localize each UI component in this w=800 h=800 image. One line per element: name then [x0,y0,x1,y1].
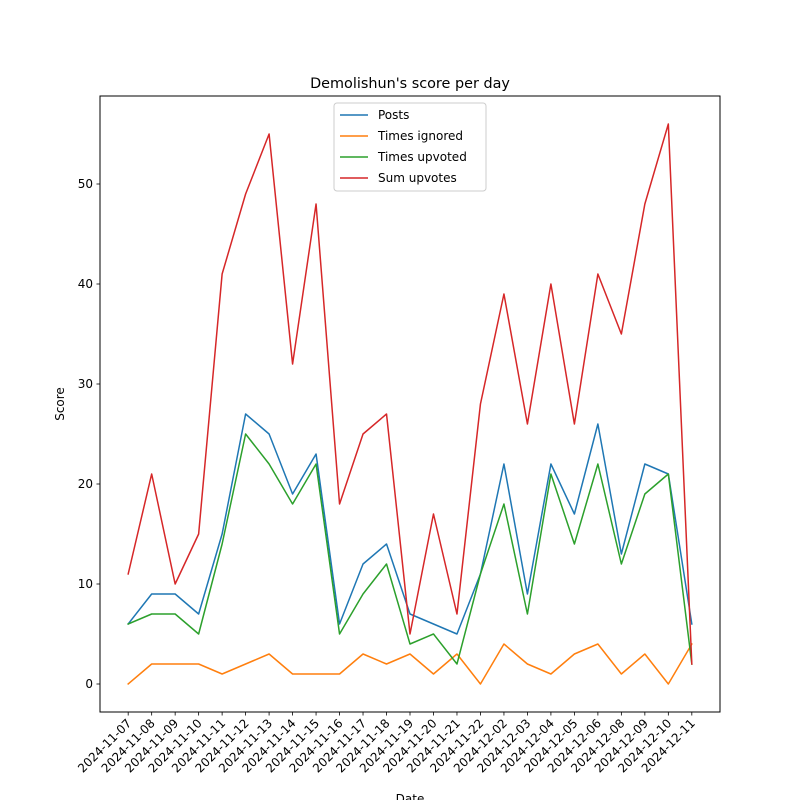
series-line-0 [127,413,693,635]
y-tick-label: 50 [78,177,93,191]
x-axis-label: Date [396,792,425,800]
y-tick-label: 30 [78,377,93,391]
legend-label: Times ignored [377,129,463,143]
legend-label: Times upvoted [377,150,467,164]
y-tick-label: 10 [78,577,93,591]
legend-label: Sum upvotes [378,171,457,185]
y-tick-label: 40 [78,277,93,291]
chart-title: Demolishun's score per day [310,76,510,92]
legend-label: Posts [378,108,409,122]
legend: Posts Times ignored Times upvoted Sum upvot… [333,102,487,192]
y-tick-label: 20 [78,477,93,491]
series-line-3 [127,123,693,665]
y-axis-label: Score [53,387,67,421]
y-tick-label: 0 [85,677,93,691]
legend-box [333,102,487,192]
series-line-1 [127,642,693,686]
plot-lines [127,123,693,686]
y-axis: 0 10 20 30 40 50 [78,177,100,691]
x-axis: 2024-11-072024-11-082024-11-092024-11-10… [75,712,698,775]
